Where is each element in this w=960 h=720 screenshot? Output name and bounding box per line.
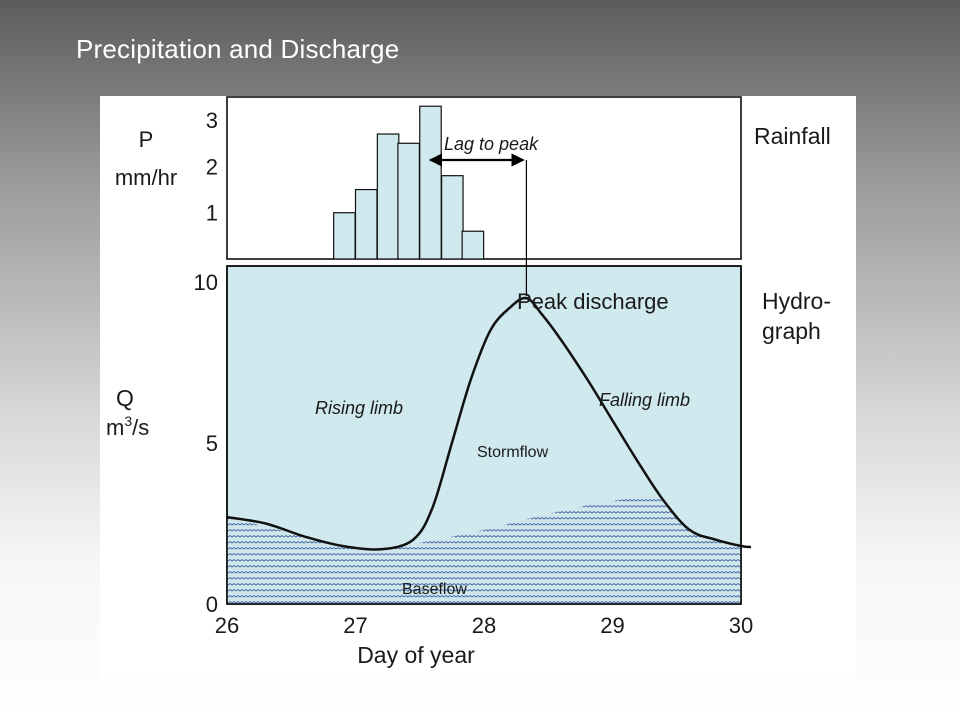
x-axis-title: Day of year: [357, 642, 475, 668]
rainfall-panel-label: Rainfall: [754, 123, 831, 149]
hydrograph-panel-label-line1: Hydro-: [762, 288, 831, 314]
rainfall-y-tick-label: 2: [206, 154, 218, 179]
hydrograph-chart: 1 2 3 P mm/hr Rainfall 0 5 10 26 27 28 29 30 Q m…: [106, 96, 831, 668]
rainfall-bar: [461, 230, 485, 260]
rainfall-bar: [440, 175, 464, 260]
rainfall-y-ticks: 1 2 3: [206, 108, 218, 226]
rising-limb-label: Rising limb: [315, 398, 403, 418]
baseflow-area: [227, 495, 741, 604]
rainfall-bar: [397, 142, 420, 260]
falling-limb-label: Falling limb: [599, 390, 690, 410]
x-tick-label: 29: [600, 613, 624, 638]
rainfall-bar: [419, 105, 442, 260]
rainfall-y-label: P: [139, 127, 154, 152]
discharge-y-tick-label: 5: [206, 431, 218, 456]
rainfall-bars: [333, 105, 485, 260]
discharge-y-label: Q: [116, 385, 134, 411]
x-tick-label: 26: [215, 613, 239, 638]
rainfall-bar: [333, 212, 356, 260]
x-tick-label: 28: [472, 613, 496, 638]
x-tick-label: 30: [729, 613, 753, 638]
hydrograph-panel-label-line2: graph: [762, 318, 821, 344]
discharge-y-unit: m3/s: [106, 413, 149, 440]
rainfall-bar: [354, 188, 378, 260]
hydrograph-frame-outline: [226, 265, 742, 605]
peak-discharge-label: Peak discharge: [517, 289, 669, 314]
lag-to-peak-label: Lag to peak: [444, 134, 539, 154]
rainfall-y-tick-label: 3: [206, 108, 218, 133]
discharge-y-ticks: 0 5 10: [194, 270, 218, 617]
stormflow-label: Stormflow: [477, 444, 549, 461]
x-axis-ticks: 26 27 28 29 30: [215, 613, 753, 638]
slide-title: Precipitation and Discharge: [76, 34, 400, 64]
rainfall-y-unit: mm/hr: [115, 165, 177, 190]
x-tick-label: 27: [343, 613, 367, 638]
discharge-y-tick-label: 0: [206, 592, 218, 617]
rainfall-bar: [376, 133, 400, 260]
discharge-curve: [226, 296, 752, 551]
hydrograph-figure: 1 2 3 P mm/hr Rainfall 0 5 10 26 27 28 29 30 Q m…: [100, 96, 856, 678]
discharge-y-tick-label: 10: [194, 270, 218, 295]
baseflow-label: Baseflow: [402, 581, 467, 598]
rainfall-y-tick-label: 1: [206, 201, 218, 226]
